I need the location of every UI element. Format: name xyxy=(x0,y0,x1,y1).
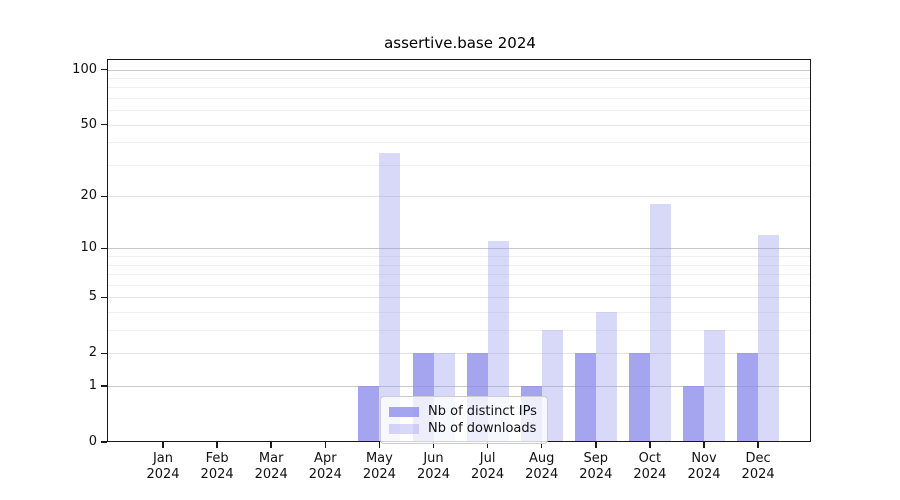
bar-downloads-jul xyxy=(487,241,509,442)
chart-title: assertive.base 2024 xyxy=(384,34,536,52)
x-tick xyxy=(216,442,218,448)
x-tick-label: Nov 2024 xyxy=(687,451,721,482)
x-tick xyxy=(595,442,597,448)
legend-item-distinct-ips: Nb of distinct IPs xyxy=(389,404,537,419)
y-tick-label: 100 xyxy=(72,61,97,77)
y-tick xyxy=(101,296,107,299)
minor-gridline xyxy=(107,110,811,112)
minor-gridline xyxy=(107,330,811,332)
x-tick-label: Feb 2024 xyxy=(200,451,234,482)
legend: Nb of distinct IPs Nb of downloads xyxy=(380,396,548,444)
minor-gridline xyxy=(107,142,811,144)
x-tick xyxy=(324,442,327,448)
bar-ips-dec xyxy=(737,353,759,442)
legend-label-distinct-ips: Nb of distinct IPs xyxy=(428,404,537,419)
y-tick-label: 20 xyxy=(80,188,97,204)
y-tick-label: 1 xyxy=(88,378,97,394)
legend-item-downloads: Nb of downloads xyxy=(389,421,537,436)
legend-label-downloads: Nb of downloads xyxy=(428,421,537,436)
x-tick-label: Sep 2024 xyxy=(579,451,613,482)
x-tick xyxy=(270,442,272,448)
x-tick-label: Mar 2024 xyxy=(254,451,288,482)
x-tick-label: May 2024 xyxy=(362,451,396,482)
x-tick-label: Oct 2024 xyxy=(633,451,667,482)
legend-swatch-distinct-ips xyxy=(389,406,419,417)
legend-swatch-downloads xyxy=(389,423,419,434)
bar-ips-may xyxy=(358,386,380,442)
x-tick xyxy=(432,442,435,448)
y-tick-label: 5 xyxy=(88,289,97,305)
y-tick-label: 0 xyxy=(88,434,97,449)
bar-downloads-dec xyxy=(758,234,780,442)
x-tick xyxy=(486,442,489,448)
minor-gridline xyxy=(107,87,811,89)
y-tick xyxy=(101,123,107,126)
minor-gridline xyxy=(107,274,811,276)
y-tick-label: 10 xyxy=(80,240,97,256)
minor-gridline xyxy=(107,256,811,258)
x-tick xyxy=(162,442,164,448)
minor-gridline xyxy=(107,164,811,166)
major-gridline xyxy=(107,124,811,126)
x-tick xyxy=(649,442,651,448)
x-tick xyxy=(378,442,381,448)
x-tick-label: Jan 2024 xyxy=(146,451,180,482)
bar-ips-sep xyxy=(574,353,596,442)
x-tick-label: Apr 2024 xyxy=(308,451,342,482)
y-tick xyxy=(101,195,107,198)
plot-area xyxy=(107,59,811,442)
y-tick xyxy=(101,247,107,250)
major-gridline xyxy=(107,196,811,198)
y-tick xyxy=(101,68,107,71)
x-tick-label: Jun 2024 xyxy=(416,451,451,482)
x-tick-label: Aug 2024 xyxy=(525,451,559,482)
major-gridline xyxy=(107,297,811,299)
bar-ips-nov xyxy=(683,386,704,442)
x-tick-label: Dec 2024 xyxy=(741,451,775,482)
x-tick xyxy=(540,442,543,448)
y-tick xyxy=(101,441,107,443)
bar-downloads-oct xyxy=(649,204,671,442)
bar-ips-oct xyxy=(628,353,650,442)
bar-downloads-may xyxy=(379,152,401,442)
minor-gridline xyxy=(107,284,811,286)
x-tick xyxy=(757,442,759,448)
y-tick xyxy=(101,385,107,387)
y-tick-label: 2 xyxy=(88,345,97,361)
minor-gridline xyxy=(107,264,811,266)
major-gridline xyxy=(107,69,811,71)
y-tick xyxy=(101,352,107,355)
minor-gridline xyxy=(107,77,811,79)
bar-downloads-sep xyxy=(595,312,617,442)
y-tick-label: 50 xyxy=(80,116,97,132)
minor-gridline xyxy=(107,97,811,99)
x-tick xyxy=(703,442,705,448)
major-gridline xyxy=(107,353,811,355)
major-gridline xyxy=(107,386,811,388)
minor-gridline xyxy=(107,312,811,314)
x-tick-label: Jul 2024 xyxy=(471,451,505,482)
major-gridline xyxy=(107,248,811,250)
bar-downloads-nov xyxy=(704,330,725,442)
